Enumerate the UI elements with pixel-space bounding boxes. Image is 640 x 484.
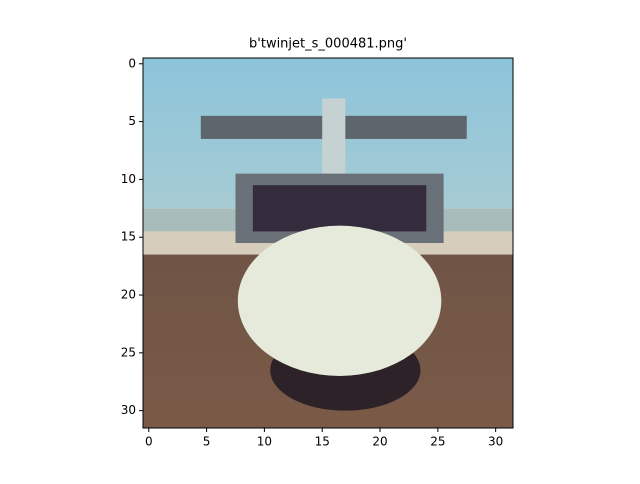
- y-tick-label: 15: [121, 230, 136, 244]
- chart-title: b'twinjet_s_000481.png': [249, 37, 407, 52]
- y-tick-label: 30: [121, 403, 136, 417]
- axes-frame: [142, 57, 514, 429]
- x-tick-label: 5: [203, 435, 211, 449]
- x-tick-label: 15: [315, 435, 330, 449]
- x-tick-label: 25: [430, 435, 445, 449]
- x-tick-label: 20: [372, 435, 387, 449]
- y-tick-label: 5: [128, 114, 136, 128]
- y-tick-label: 10: [121, 172, 136, 186]
- y-tick-label: 0: [128, 56, 136, 70]
- x-tick-label: 10: [257, 435, 272, 449]
- x-tick-label: 30: [488, 435, 503, 449]
- image: [143, 58, 513, 428]
- y-tick-label: 20: [121, 288, 136, 302]
- x-tick-label: 0: [145, 435, 153, 449]
- y-tick-label: 25: [121, 345, 136, 359]
